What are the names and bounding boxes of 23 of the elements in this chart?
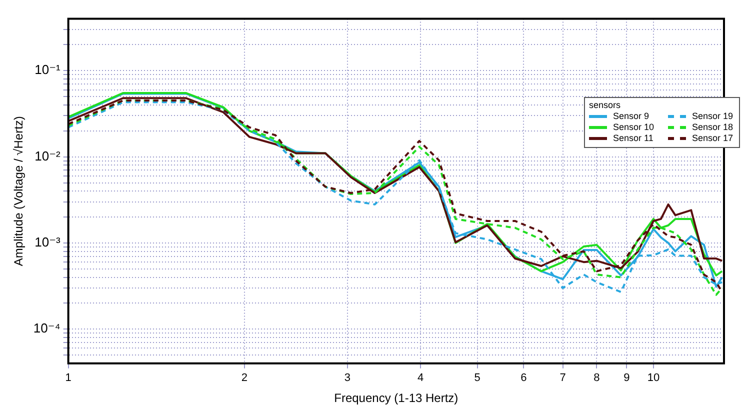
legend-label: Sensor 17: [692, 132, 734, 144]
x-tick-label: 10: [647, 372, 660, 384]
x-tick-label: 3: [344, 372, 351, 384]
legend-title: sensors: [589, 100, 622, 111]
x-tick-label: 2: [241, 372, 248, 384]
x-tick-label: 8: [594, 372, 600, 384]
legend-label: Sensor 18: [692, 122, 734, 133]
x-tick-label: 9: [624, 372, 630, 384]
legend-label: Sensor 19: [692, 110, 734, 122]
y-axis-title: Amplitude (Voltage / √Hertz): [12, 116, 26, 266]
legend-label: Sensor 11: [613, 132, 654, 144]
legend-label: Sensor 10: [613, 122, 654, 133]
y-tick-label: 10⁻²: [34, 148, 61, 164]
legend-label: Sensor 9: [613, 110, 650, 122]
x-tick-label: 4: [418, 372, 424, 384]
y-tick-label: 10⁻¹: [34, 62, 61, 78]
x-axis-title: Frequency (1-13 Hertz): [334, 391, 458, 406]
x-tick-label: 1: [65, 372, 72, 384]
y-tick-label: 10⁻³: [34, 234, 61, 250]
x-tick-label: 5: [474, 372, 480, 384]
x-tick-label: 6: [520, 372, 527, 384]
y-tick-label: 10⁻⁴: [33, 320, 60, 336]
x-tick-label: 7: [560, 372, 566, 384]
